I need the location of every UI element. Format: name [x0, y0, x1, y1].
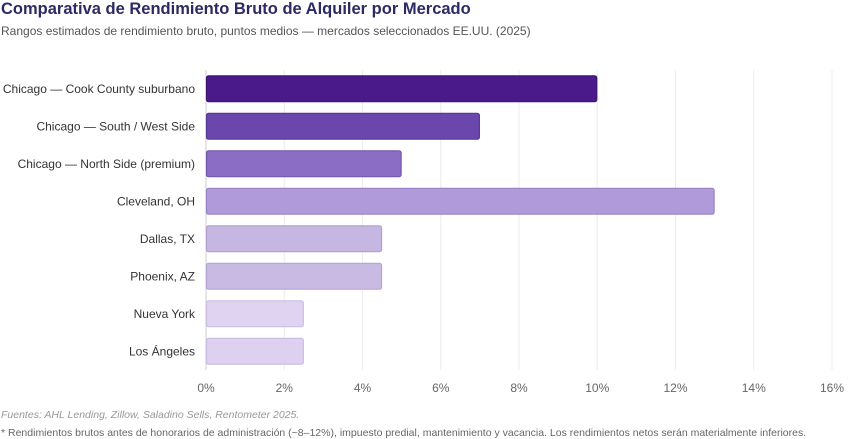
- x-tick-label: 14%: [742, 381, 766, 395]
- x-tick-label: 10%: [585, 381, 609, 395]
- bar[interactable]: [205, 262, 383, 290]
- bar[interactable]: [205, 187, 715, 215]
- category-label: Chicago — North Side (premium): [18, 157, 195, 171]
- bar[interactable]: [205, 337, 304, 365]
- x-tick-label: 6%: [432, 381, 450, 395]
- x-tick-label: 4%: [354, 381, 372, 395]
- x-tick-label: 8%: [510, 381, 528, 395]
- chart-subtitle: Rangos estimados de rendimiento bruto, p…: [1, 24, 531, 38]
- bar[interactable]: [205, 150, 402, 178]
- x-tick-label: 0%: [197, 381, 215, 395]
- category-label: Los Ángeles: [129, 343, 195, 358]
- category-label: Chicago — South / West Side: [36, 119, 195, 133]
- category-label: Phoenix, AZ: [130, 269, 195, 283]
- category-label: Nueva York: [134, 307, 196, 321]
- label-layer: 0% 2% 4% 6% 8% 10% 12% 14% 16% Chicago — Cook Cou…: [3, 82, 844, 395]
- bar[interactable]: [205, 300, 304, 328]
- chart-source: Fuentes: AHL Lending, Zillow, Saladino S…: [1, 409, 300, 421]
- x-tick-label: 12%: [663, 381, 687, 395]
- bar-layer: [205, 75, 715, 365]
- x-tick-label: 16%: [820, 381, 844, 395]
- x-tick-label: 2%: [276, 381, 294, 395]
- category-label: Chicago — Cook County suburbano: [3, 82, 195, 96]
- bar[interactable]: [205, 225, 383, 253]
- bar[interactable]: [205, 75, 598, 103]
- chart-title: Comparativa de Rendimiento Bruto de Alqu…: [1, 0, 471, 18]
- category-label: Cleveland, OH: [117, 194, 195, 208]
- category-label: Dallas, TX: [140, 232, 195, 246]
- bar[interactable]: [205, 112, 480, 140]
- chart-footnote: * Rendimientos brutos antes de honorario…: [1, 427, 807, 439]
